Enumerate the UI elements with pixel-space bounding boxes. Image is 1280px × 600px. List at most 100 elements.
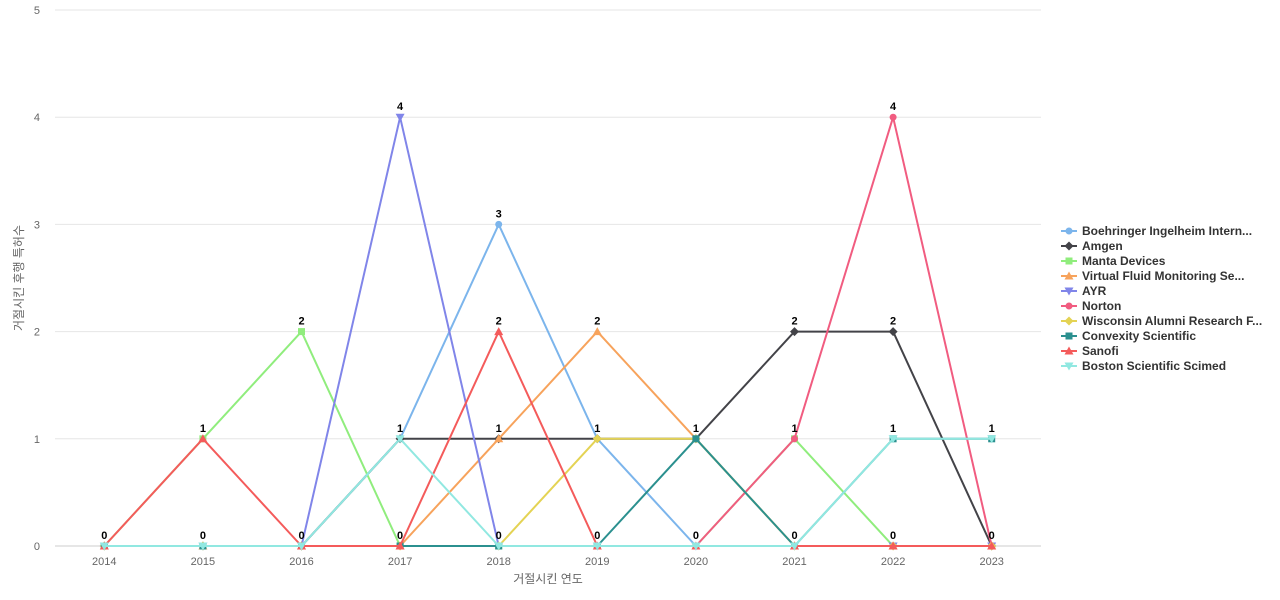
x-axis: 2014 2015 2016 2017 2018 2019 2020 2021 2022 2023 xyxy=(92,556,1004,568)
legend-item[interactable]: Wisconsin Alumni Research F... xyxy=(1061,314,1262,328)
data-label: 0 xyxy=(200,530,206,542)
legend-marker xyxy=(1064,241,1074,251)
data-point[interactable] xyxy=(494,327,504,336)
y-tick-label: 0 xyxy=(34,541,40,553)
x-tick-label: 2015 xyxy=(191,556,215,568)
data-labels: 0 1 0 2 0 4 1 0 3 2 1 0 2 1 0 1 0 2 1 0 4 2 1 0 1 0 xyxy=(101,101,995,542)
data-label: 2 xyxy=(791,316,797,328)
data-point[interactable] xyxy=(987,541,997,550)
data-point[interactable] xyxy=(495,220,503,228)
data-label: 0 xyxy=(298,530,304,542)
data-label: 0 xyxy=(101,530,107,542)
legend-item[interactable]: Boston Scientific Scimed xyxy=(1061,359,1226,373)
legend-label: Convexity Scientific xyxy=(1082,329,1196,343)
y-tick-label: 3 xyxy=(34,219,40,231)
legend-item[interactable]: Boehringer Ingelheim Intern... xyxy=(1061,224,1252,238)
legend-label: Sanofi xyxy=(1082,344,1119,358)
data-label: 2 xyxy=(298,316,304,328)
series-group xyxy=(99,113,997,551)
x-tick-label: 2020 xyxy=(684,556,708,568)
data-point[interactable] xyxy=(888,435,898,444)
data-label: 1 xyxy=(397,423,403,435)
data-label: 1 xyxy=(496,423,502,435)
x-tick-label: 2021 xyxy=(782,556,806,568)
data-point[interactable] xyxy=(889,113,897,121)
legend-item[interactable]: Amgen xyxy=(1061,239,1123,253)
y-axis: 0 1 2 3 4 5 xyxy=(34,5,40,553)
data-label: 1 xyxy=(200,423,206,435)
data-point[interactable] xyxy=(494,542,504,551)
legend-label: Wisconsin Alumni Research F... xyxy=(1082,314,1262,328)
data-label: 1 xyxy=(791,423,797,435)
data-label: 4 xyxy=(397,101,404,113)
y-tick-label: 4 xyxy=(34,112,40,124)
legend-marker xyxy=(1064,346,1074,355)
data-point[interactable] xyxy=(791,435,798,443)
data-point[interactable] xyxy=(987,435,997,444)
data-label: 4 xyxy=(890,101,897,113)
legend-label: Boehringer Ingelheim Intern... xyxy=(1082,224,1252,238)
data-label: 3 xyxy=(496,208,502,220)
data-point[interactable] xyxy=(888,541,898,550)
data-point[interactable] xyxy=(790,327,799,337)
legend-item[interactable]: Virtual Fluid Monitoring Se... xyxy=(1061,269,1244,283)
x-tick-label: 2018 xyxy=(486,556,510,568)
legend-label: Norton xyxy=(1082,299,1121,313)
data-point[interactable] xyxy=(198,542,208,551)
legend-item[interactable]: Norton xyxy=(1061,299,1121,313)
series-boston-scientific-scimed[interactable] xyxy=(99,435,997,551)
legend-label: Amgen xyxy=(1082,239,1123,253)
x-tick-label: 2017 xyxy=(388,556,412,568)
data-point[interactable] xyxy=(198,434,208,443)
data-point[interactable] xyxy=(592,434,602,444)
data-point[interactable] xyxy=(592,542,602,551)
legend-marker xyxy=(1064,287,1074,296)
data-label: 0 xyxy=(397,530,403,542)
legend-marker xyxy=(1064,316,1074,326)
series-line[interactable] xyxy=(103,330,993,547)
data-point[interactable] xyxy=(298,328,305,336)
legend-item[interactable]: Convexity Scientific xyxy=(1061,329,1196,343)
y-axis-title: 거절시킨 후행 특허수 xyxy=(11,225,26,331)
data-label: 0 xyxy=(594,530,600,542)
data-point[interactable] xyxy=(494,434,504,443)
legend[interactable]: Boehringer Ingelheim Intern...AmgenManta… xyxy=(1061,224,1262,373)
data-point[interactable] xyxy=(395,435,405,444)
data-point[interactable] xyxy=(395,541,405,550)
series-wisconsin-alumni-research-f[interactable] xyxy=(99,434,997,551)
data-label: 0 xyxy=(496,530,502,542)
data-point[interactable] xyxy=(297,542,306,551)
data-label: 0 xyxy=(890,530,896,542)
data-label: 1 xyxy=(989,423,995,435)
legend-item[interactable]: Manta Devices xyxy=(1061,254,1166,268)
data-label: 2 xyxy=(890,316,896,328)
legend-label: Manta Devices xyxy=(1082,254,1166,268)
data-label: 0 xyxy=(989,530,995,542)
legend-item[interactable]: Sanofi xyxy=(1061,344,1119,358)
legend-marker xyxy=(1064,271,1074,280)
legend-marker xyxy=(1064,362,1074,371)
data-point[interactable] xyxy=(790,542,799,551)
data-point[interactable] xyxy=(692,435,700,443)
y-tick-label: 5 xyxy=(34,5,40,17)
series-line[interactable] xyxy=(103,437,993,547)
legend-marker xyxy=(1065,332,1073,340)
data-point[interactable] xyxy=(99,542,109,551)
data-label: 2 xyxy=(594,316,600,328)
data-label: 1 xyxy=(594,423,600,435)
legend-label: Virtual Fluid Monitoring Se... xyxy=(1082,269,1244,283)
x-axis-title: 거절시킨 연도 xyxy=(513,572,583,586)
x-tick-label: 2019 xyxy=(585,556,609,568)
x-tick-label: 2014 xyxy=(92,556,116,568)
y-tick-label: 2 xyxy=(34,327,40,339)
legend-marker xyxy=(1065,257,1073,265)
data-point[interactable] xyxy=(888,327,898,337)
data-point[interactable] xyxy=(691,542,701,551)
data-point[interactable] xyxy=(592,327,602,336)
series-line[interactable] xyxy=(103,437,993,547)
legend-item[interactable]: AYR xyxy=(1061,284,1107,298)
data-label: 1 xyxy=(693,423,699,435)
data-point[interactable] xyxy=(395,113,405,122)
